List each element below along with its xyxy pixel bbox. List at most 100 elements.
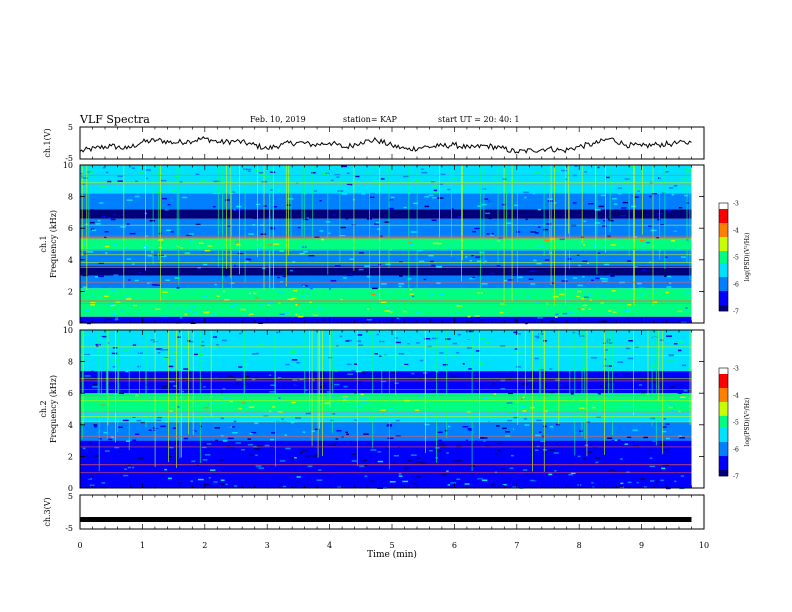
spectrogram-cell xyxy=(389,200,394,202)
spectrogram-tone-line xyxy=(80,302,692,304)
spectrogram-cell xyxy=(686,202,689,204)
colorbar-step xyxy=(719,281,728,284)
spectrogram-cell xyxy=(553,295,559,298)
spectrogram-cell xyxy=(377,412,382,414)
colorbar-step xyxy=(719,392,728,395)
spectrogram-sferic xyxy=(180,330,182,458)
spectrogram-cell xyxy=(416,476,421,478)
colorbar-step xyxy=(719,444,728,447)
spectrogram-cell xyxy=(214,427,221,429)
spectrogram-ytick-label: 6 xyxy=(68,224,73,233)
spectrogram-cell xyxy=(138,352,143,354)
spectrogram-cell xyxy=(583,296,589,298)
spectrogram-cell xyxy=(587,262,590,265)
spectrogram-cell xyxy=(80,178,85,181)
spectrogram-band xyxy=(80,465,692,488)
spectrogram-cell xyxy=(340,298,343,301)
colorbar-step xyxy=(719,466,728,469)
spectrogram-cell xyxy=(340,226,346,229)
spectrogram-cell xyxy=(254,184,257,187)
spectrogram-cell xyxy=(642,246,646,248)
spectrogram-cell xyxy=(382,215,385,217)
spectrogram-sferic xyxy=(539,330,540,413)
spectrogram-cell xyxy=(377,460,384,463)
spectrogram-cell xyxy=(306,460,311,462)
spectrogram-cell xyxy=(155,308,161,310)
x-tick-label: 1 xyxy=(140,541,145,550)
spectrogram-cell xyxy=(633,444,639,447)
spectrogram-cell xyxy=(636,187,639,190)
spectrogram-cell xyxy=(617,439,621,441)
spectrogram-cell xyxy=(597,393,601,395)
spectrogram-band xyxy=(80,316,692,323)
spectrogram-cell xyxy=(652,379,659,381)
spectrogram-cell xyxy=(347,455,353,457)
colorbar-step xyxy=(719,217,728,220)
spectrogram-cell xyxy=(164,468,167,471)
colorbar-step xyxy=(719,438,728,441)
spectrogram-cell xyxy=(127,464,131,466)
spectrogram-sferic xyxy=(319,330,320,429)
spectrogram-cell xyxy=(680,396,686,398)
spectrogram-cell xyxy=(542,228,549,231)
spectrogram-cell xyxy=(226,425,232,428)
spectrogram-cell xyxy=(488,351,491,353)
spectrogram-cell xyxy=(591,357,597,359)
spectrogram-cell xyxy=(438,299,442,301)
ch2-spectrogram-ylabel-frequency: Frequency (kHz) xyxy=(49,375,58,443)
spectrogram-cell xyxy=(277,377,282,379)
spectrogram-sferic xyxy=(353,165,355,271)
colorbar-step xyxy=(719,263,728,266)
spectrogram-sferic xyxy=(217,165,219,268)
spectrogram-sferic xyxy=(381,330,383,418)
spectrogram-cell xyxy=(323,444,329,447)
spectrogram-cell xyxy=(685,291,691,293)
spectrogram-cell xyxy=(502,427,507,430)
spectrogram-empty-tail xyxy=(691,165,704,323)
spectrogram-cell xyxy=(193,353,199,356)
spectrogram-cell xyxy=(641,441,647,443)
spectrogram-sferic xyxy=(226,165,227,269)
spectrogram-cell xyxy=(279,196,286,199)
spectrogram-cell xyxy=(206,443,212,445)
spectrogram-cell xyxy=(302,285,305,287)
spectrogram-cell xyxy=(196,397,200,399)
spectrogram-cell xyxy=(437,439,442,442)
spectrogram-cell xyxy=(232,432,238,434)
spectrogram-cell xyxy=(110,304,116,307)
colorbar-step xyxy=(719,450,728,453)
spectrogram-cell xyxy=(558,445,562,447)
spectrogram-cell xyxy=(647,375,652,377)
spectrogram-cell xyxy=(617,356,623,358)
spectrogram-cell xyxy=(608,219,614,222)
spectrogram-cell xyxy=(522,410,527,412)
spectrogram-cell xyxy=(111,352,118,355)
spectrogram-cell xyxy=(162,291,168,293)
colorbar-step xyxy=(719,394,728,397)
spectrogram-cell xyxy=(295,417,301,419)
spectrogram-cell xyxy=(173,353,176,356)
spectrogram-cell xyxy=(663,186,669,189)
spectrogram-cell xyxy=(600,277,605,280)
spectrogram-cell xyxy=(355,370,362,373)
spectrogram-cell xyxy=(600,194,606,197)
spectrogram-cell xyxy=(619,486,625,489)
spectrogram-cell xyxy=(87,431,94,433)
spectrogram-cell xyxy=(561,280,568,282)
spectrogram-cell xyxy=(330,396,337,398)
spectrogram-cell xyxy=(324,358,328,361)
spectrogram-cell xyxy=(597,252,601,254)
spectrogram-cell xyxy=(327,473,332,475)
spectrogram-cell xyxy=(523,418,527,420)
spectrogram-cell xyxy=(273,243,280,245)
spectrogram-cell xyxy=(572,374,575,376)
spectrogram-cell xyxy=(111,289,116,291)
spectrogram-tone-line xyxy=(80,421,692,423)
spectrogram-cell xyxy=(312,455,317,458)
spectrogram-cell xyxy=(189,239,193,242)
spectrogram-cell xyxy=(670,172,675,174)
spectrogram-cell xyxy=(91,476,94,478)
colorbar-step xyxy=(719,378,728,381)
spectrogram-cell xyxy=(118,279,124,282)
spectrogram-cell xyxy=(340,238,344,241)
